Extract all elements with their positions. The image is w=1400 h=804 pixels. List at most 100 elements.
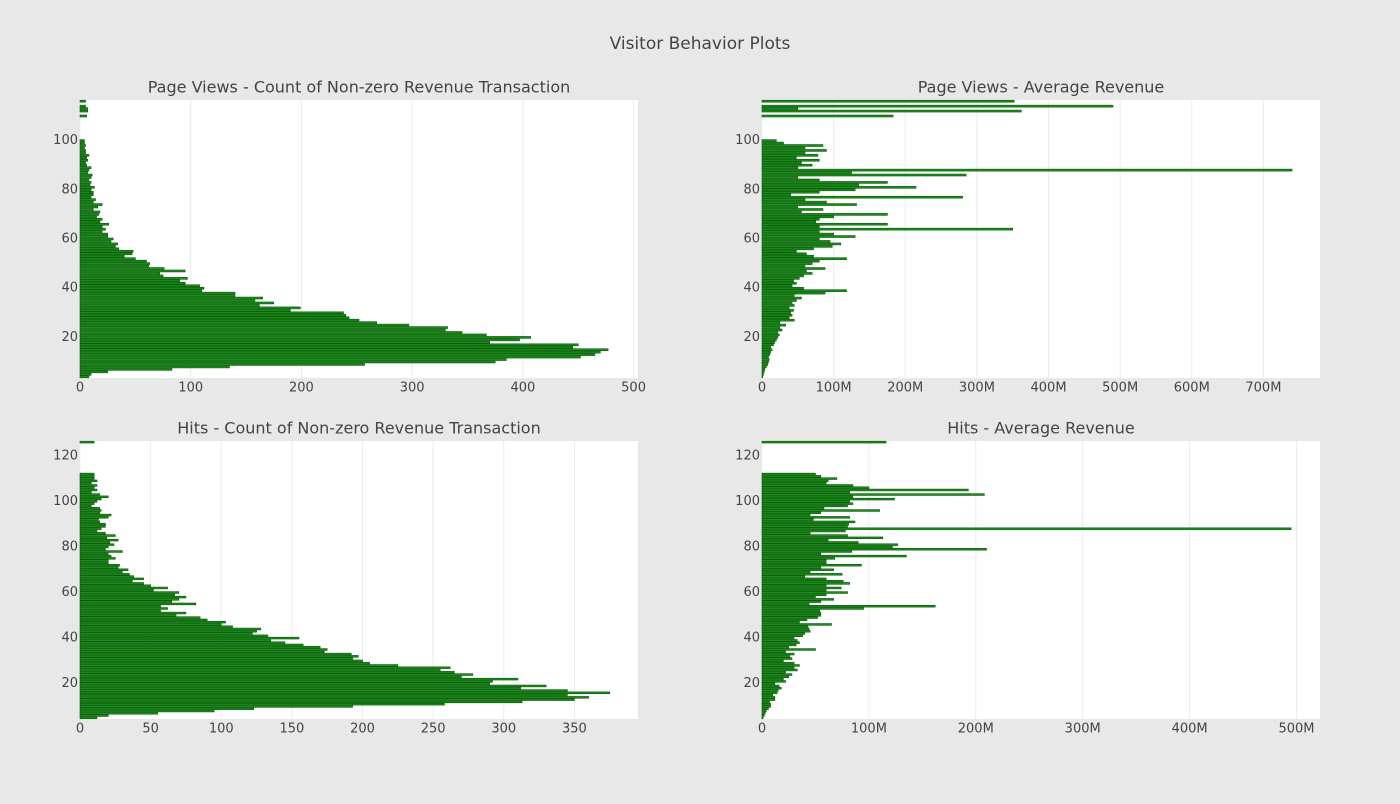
bar: [79, 673, 474, 676]
bar: [761, 195, 963, 199]
bar: [761, 313, 793, 317]
bar: [79, 218, 103, 221]
bar: [79, 227, 106, 231]
bar: [761, 343, 774, 347]
bar: [79, 566, 119, 569]
bar: [761, 227, 1014, 231]
y-tick-label: 60: [61, 232, 78, 247]
bar: [761, 566, 822, 569]
bar: [79, 573, 130, 576]
bar: [761, 333, 780, 337]
bar: [761, 561, 827, 565]
bar: [761, 277, 800, 280]
bar: [761, 254, 814, 258]
bar: [79, 373, 92, 376]
bar: [79, 286, 205, 290]
bar: [761, 632, 806, 635]
bar: [79, 193, 94, 197]
bar: [79, 338, 520, 342]
x-tick-label: 300: [400, 381, 425, 396]
bar: [79, 534, 116, 537]
bar: [761, 511, 822, 514]
bar: [761, 602, 810, 606]
bar: [761, 440, 887, 444]
bar: [79, 595, 187, 599]
bar: [79, 648, 328, 651]
bar: [761, 168, 1293, 172]
bar: [79, 632, 253, 635]
bar: [79, 491, 92, 494]
bar: [79, 702, 445, 706]
bar: [79, 705, 353, 708]
bar: [761, 641, 800, 644]
y-tick-label: 40: [743, 281, 760, 296]
bar: [761, 154, 819, 157]
y-tick-label: 100: [735, 133, 760, 148]
bar: [761, 323, 786, 327]
bar: [761, 245, 833, 248]
bar: [761, 269, 807, 273]
bar: [79, 675, 462, 679]
bar: [79, 294, 236, 297]
bar: [79, 652, 352, 656]
bar: [761, 536, 884, 540]
bar: [761, 707, 769, 710]
bar: [761, 328, 783, 332]
bar: [79, 350, 601, 354]
bar: [761, 289, 847, 292]
x-tick-label: 200M: [887, 381, 923, 396]
bar: [79, 655, 359, 658]
bar: [79, 144, 86, 147]
bar: [761, 668, 798, 672]
bar: [761, 262, 813, 265]
bar: [761, 589, 827, 592]
bar: [761, 178, 820, 182]
bar: [761, 552, 822, 556]
x-tick-label: 350: [562, 722, 587, 737]
subplot-title: Hits - Count of Non-zero Revenue Transac…: [177, 419, 540, 438]
bar: [79, 500, 98, 503]
bar: [761, 299, 797, 302]
bar: [79, 205, 99, 209]
bar: [761, 709, 767, 713]
bar: [79, 593, 175, 597]
bar: [79, 661, 370, 665]
bar: [761, 203, 857, 206]
subplot: Hits - Average Revenue 0 100M 200M 300M 400M 5…: [735, 419, 1320, 737]
bar: [79, 563, 120, 567]
bar: [761, 582, 850, 585]
bar: [761, 550, 853, 553]
bar: [79, 509, 102, 512]
bar: [761, 149, 827, 152]
bar: [761, 230, 820, 233]
bar: [79, 698, 575, 701]
bar: [761, 573, 843, 576]
bar: [79, 181, 92, 184]
bar: [761, 375, 764, 379]
bar: [761, 634, 803, 638]
bar: [761, 311, 791, 315]
bar: [761, 568, 834, 571]
bar: [79, 114, 87, 118]
bar: [761, 242, 842, 246]
bar: [761, 518, 814, 521]
bar: [761, 240, 831, 243]
y-tick-label: 100: [735, 494, 760, 509]
bar: [79, 171, 89, 174]
bar: [761, 652, 795, 656]
bar: [79, 554, 112, 558]
bar: [79, 602, 197, 606]
bar: [79, 630, 257, 633]
bar: [79, 486, 95, 489]
x-tick-label: 300: [491, 722, 516, 737]
bar: [79, 220, 101, 224]
bar: [79, 304, 260, 307]
bar: [79, 235, 108, 238]
bar: [761, 570, 811, 574]
bar: [761, 591, 848, 594]
bar: [79, 548, 106, 551]
bar: [79, 173, 93, 177]
bar: [79, 370, 108, 374]
